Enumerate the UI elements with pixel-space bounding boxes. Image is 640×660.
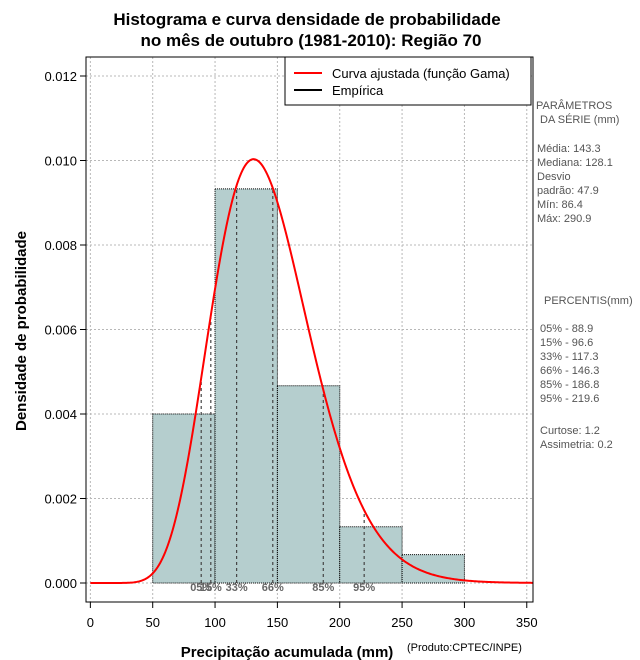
percentile-label: 66% <box>262 582 284 594</box>
x-tick-label: 300 <box>454 615 476 630</box>
y-axis-ticks: 0.000 0.002 0.004 0.006 0.008 0.010 0.012 <box>44 69 86 591</box>
y-axis-title: Densidade de probabilidade <box>13 231 30 431</box>
percentile-label: 95% <box>353 582 375 594</box>
legend-fit-label: Curva ajustada (função Gama) <box>332 66 510 81</box>
legend-box <box>284 56 532 106</box>
percentile-label: 33% <box>226 582 248 594</box>
percentile-lines <box>200 185 365 583</box>
x-axis-ticks: 0 50 100 150 200 250 300 350 <box>87 602 538 630</box>
stat-p66: 66% - 146.3 <box>540 365 599 377</box>
histogram-bar <box>214 188 278 584</box>
stats-panel: PARÂMETROS DA SÉRIE (mm) Média: 143.3 Me… <box>536 99 633 451</box>
x-tick-label: 100 <box>204 615 226 630</box>
stat-p15: 15% - 96.6 <box>540 337 593 349</box>
y-tick-label: 0.006 <box>44 323 77 338</box>
histogram-bars <box>152 188 465 584</box>
stat-desvio-2: padrão: 47.9 <box>537 185 599 197</box>
stat-mediana: Mediana: 128.1 <box>537 157 613 169</box>
product-credit: (Produto:CPTEC/INPE) <box>407 642 522 654</box>
y-tick-label: 0.002 <box>44 491 77 506</box>
x-tick-label: 250 <box>391 615 413 630</box>
percentis-title: PERCENTIS(mm) <box>544 295 633 307</box>
x-axis-title: Precipitação acumulada (mm) <box>181 644 394 660</box>
params-title-2: DA SÉRIE (mm) <box>540 113 619 126</box>
stat-p95: 95% - 219.6 <box>540 393 599 405</box>
legend: Curva ajustada (função Gama) Empírica <box>284 56 532 106</box>
stat-min: Mín: 86.4 <box>537 199 583 211</box>
x-tick-label: 50 <box>145 615 159 630</box>
percentile-label: 85% <box>312 582 334 594</box>
percentile-label: 15% <box>200 582 222 594</box>
y-tick-label: 0.008 <box>44 238 77 253</box>
chart-subtitle: no mês de outubro (1981-2010): Região 70 <box>140 31 481 50</box>
y-tick-label: 0.000 <box>44 576 77 591</box>
percentile-label: 05% <box>190 582 212 594</box>
y-tick-label: 0.010 <box>44 154 77 169</box>
stat-p85: 85% - 186.8 <box>540 379 599 391</box>
y-tick-label: 0.012 <box>44 69 77 84</box>
stat-curtose: Curtose: 1.2 <box>540 425 600 437</box>
stat-p05: 05% - 88.9 <box>540 323 593 335</box>
histogram-bar <box>339 526 403 584</box>
stat-max: Máx: 290.9 <box>537 213 591 225</box>
stat-p33: 33% - 117.3 <box>540 351 599 363</box>
stat-desvio-1: Desvio <box>537 171 571 183</box>
chart-title: Histograma e curva densidade de probabil… <box>113 10 500 29</box>
x-tick-label: 350 <box>516 615 538 630</box>
y-tick-label: 0.004 <box>44 407 77 422</box>
x-tick-label: 150 <box>267 615 289 630</box>
percentile-labels: 05%15% 33% 66% 85% 95% <box>190 582 375 594</box>
stat-assimetria: Assimetria: 0.2 <box>540 439 613 451</box>
histogram-bar <box>276 385 341 584</box>
legend-empirical-label: Empírica <box>332 83 384 98</box>
stat-media: Média: 143.3 <box>537 143 601 155</box>
x-tick-label: 0 <box>87 615 94 630</box>
x-tick-label: 200 <box>329 615 351 630</box>
params-title-1: PARÂMETROS <box>536 99 612 112</box>
gamma-fit-curve <box>90 158 533 584</box>
